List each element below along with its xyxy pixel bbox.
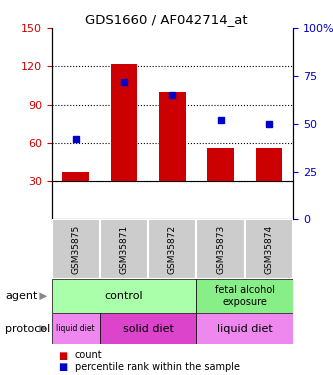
- Text: GSM35874: GSM35874: [264, 225, 273, 274]
- Text: GSM35871: GSM35871: [120, 225, 129, 274]
- Bar: [52, 313, 100, 344]
- Text: ■: ■: [58, 351, 68, 360]
- Text: liquid diet: liquid diet: [217, 324, 273, 334]
- Text: fetal alcohol
exposure: fetal alcohol exposure: [215, 285, 275, 307]
- Bar: [111, 64, 137, 181]
- Text: agent: agent: [5, 291, 37, 301]
- Text: GDS1660 / AF042714_at: GDS1660 / AF042714_at: [85, 13, 248, 26]
- Bar: [100, 219, 148, 279]
- Bar: [256, 148, 282, 181]
- Bar: [159, 92, 185, 181]
- Text: control: control: [105, 291, 143, 301]
- Text: GSM35875: GSM35875: [71, 225, 80, 274]
- Text: liquid diet: liquid diet: [57, 324, 95, 333]
- Bar: [196, 313, 293, 344]
- Bar: [52, 219, 100, 279]
- Bar: [52, 279, 196, 313]
- Text: solid diet: solid diet: [123, 324, 173, 334]
- Text: GSM35873: GSM35873: [216, 225, 225, 274]
- Bar: [196, 219, 245, 279]
- Bar: [63, 172, 89, 181]
- Bar: [100, 313, 196, 344]
- Text: percentile rank within the sample: percentile rank within the sample: [75, 362, 240, 372]
- Bar: [207, 148, 234, 181]
- Text: protocol: protocol: [5, 324, 50, 334]
- Text: GSM35872: GSM35872: [168, 225, 177, 274]
- Bar: [196, 279, 293, 313]
- Text: ■: ■: [58, 362, 68, 372]
- Bar: [245, 219, 293, 279]
- Text: count: count: [75, 351, 103, 360]
- Bar: [148, 219, 196, 279]
